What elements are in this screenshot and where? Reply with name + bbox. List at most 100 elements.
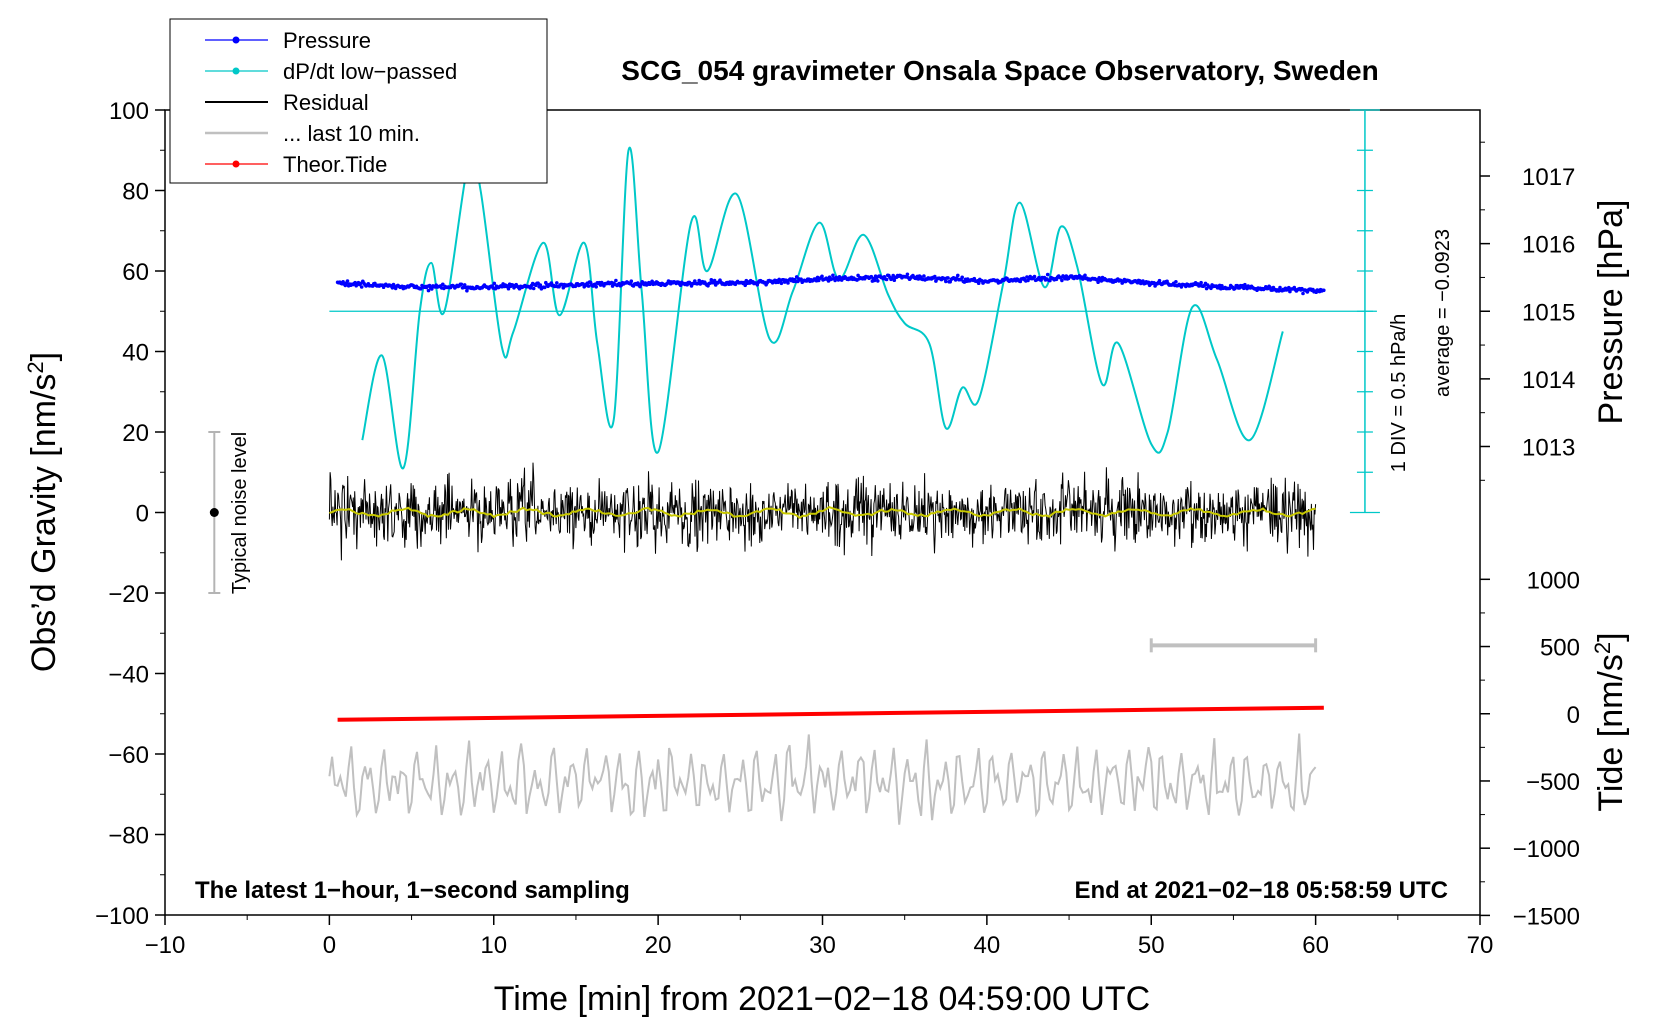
pressure-series bbox=[335, 272, 1326, 296]
pressure-point bbox=[779, 281, 784, 286]
pressure-point bbox=[594, 285, 598, 289]
pressure-point bbox=[345, 279, 350, 283]
pressure-point bbox=[555, 281, 559, 285]
y-tick-label: −40 bbox=[108, 662, 149, 689]
pressure-point bbox=[709, 278, 714, 282]
pressure-point bbox=[956, 273, 960, 278]
pressure-point bbox=[1278, 285, 1282, 290]
pressure-tick-label: 1015 bbox=[1522, 299, 1575, 326]
y-axis-label-left-sup: 2 bbox=[23, 361, 48, 373]
dpdt-average-label: average = −0.0923 bbox=[1432, 229, 1454, 397]
y-axis-ticks: 100 80 60 40 20 0 −20 −40 −60 −80 −100 bbox=[95, 98, 165, 930]
pressure-tick-label: 1016 bbox=[1522, 232, 1575, 259]
residual-line bbox=[328, 462, 1317, 561]
pressure-tick-label: 1017 bbox=[1522, 164, 1575, 191]
x-tick-label: 40 bbox=[974, 932, 1001, 959]
dpdt-line bbox=[361, 146, 1284, 470]
pressure-axis-label: Pressure [hPa] bbox=[1592, 200, 1630, 425]
pressure-point bbox=[905, 272, 910, 277]
tide-tick-label: −1000 bbox=[1513, 836, 1580, 863]
noise-level-bar bbox=[208, 431, 221, 594]
ten-minute-bar bbox=[1149, 638, 1318, 653]
y-tick-label: 100 bbox=[109, 98, 149, 125]
tide-tick-label: 1000 bbox=[1527, 567, 1580, 594]
y-tick-label: 0 bbox=[136, 501, 149, 528]
tide-axis-label-sup: 2 bbox=[1590, 642, 1615, 654]
y-tick-label: 60 bbox=[122, 259, 149, 286]
tide-axis-label-end: ] bbox=[1592, 632, 1630, 641]
y-tick-label: −60 bbox=[108, 742, 149, 769]
pressure-point bbox=[1048, 278, 1052, 283]
x-tick-label: 60 bbox=[1302, 932, 1329, 959]
pressure-point bbox=[922, 274, 926, 278]
y-tick-label: 40 bbox=[122, 340, 149, 367]
pressure-point bbox=[960, 275, 964, 280]
pressure-point bbox=[614, 278, 618, 283]
pressure-point bbox=[1157, 278, 1162, 283]
theor-tide-line bbox=[337, 705, 1324, 722]
pressure-point bbox=[1096, 280, 1100, 285]
sampling-note: The latest 1−hour, 1−second sampling bbox=[195, 877, 630, 904]
pressure-axis-ticks: 1017 1016 1015 1014 1013 bbox=[1480, 141, 1575, 481]
pressure-point bbox=[629, 279, 634, 284]
tide-tick-label: −1500 bbox=[1513, 903, 1580, 930]
y-tick-label: 20 bbox=[122, 420, 149, 447]
pressure-point bbox=[1045, 272, 1050, 277]
y-tick-label: 80 bbox=[122, 179, 149, 206]
tide-axis-ticks: 1000 500 0 −500 −1000 −1500 bbox=[1480, 567, 1580, 930]
pressure-point bbox=[359, 285, 364, 289]
dpdt-series bbox=[361, 146, 1284, 470]
tide-axis-label-main: Tide [nm/s bbox=[1592, 654, 1630, 811]
theor-tide-series bbox=[337, 705, 1324, 722]
pressure-point bbox=[465, 288, 469, 293]
pressure-point bbox=[933, 274, 937, 279]
pressure-point bbox=[542, 285, 547, 290]
pressure-point bbox=[872, 278, 877, 283]
pressure-point bbox=[1060, 278, 1064, 283]
tide-tick-label: −500 bbox=[1526, 769, 1580, 796]
pressure-point bbox=[1301, 291, 1305, 296]
x-tick-label: 10 bbox=[480, 932, 507, 959]
legend-last10-label: ... last 10 min. bbox=[283, 121, 420, 146]
y-tick-label: −20 bbox=[108, 581, 149, 608]
x-axis-label: Time [min] from 2021−02−18 04:59:00 UTC bbox=[494, 980, 1150, 1018]
y-axis-label-left: Obs’d Gravity [nm/s2] bbox=[23, 352, 63, 672]
pressure-point bbox=[459, 282, 464, 287]
pressure-point bbox=[430, 287, 434, 291]
pressure-point bbox=[1064, 274, 1069, 278]
y-axis-label-left-end: ] bbox=[25, 352, 63, 361]
pressure-point bbox=[1083, 273, 1087, 278]
y-tick-label: −80 bbox=[108, 823, 149, 850]
noise-level-label: Typical noise level bbox=[229, 432, 251, 594]
pressure-point bbox=[492, 281, 497, 286]
pressure-point bbox=[976, 281, 981, 286]
residual-series bbox=[328, 462, 1317, 561]
pressure-tick-label: 1014 bbox=[1522, 367, 1575, 394]
pressure-point bbox=[538, 283, 543, 287]
legend-tide-marker bbox=[232, 160, 240, 168]
pressure-point bbox=[820, 274, 824, 279]
x-tick-label: 20 bbox=[645, 932, 672, 959]
noise-bar-center bbox=[209, 508, 219, 517]
chart-title: SCG_054 gravimeter Onsala Space Observat… bbox=[621, 55, 1378, 86]
y-axis-label-left-main: Obs’d Gravity [nm/s bbox=[25, 374, 63, 673]
x-axis-ticks: −10 0 10 20 30 40 50 60 70 bbox=[145, 915, 1493, 959]
x-tick-label: 30 bbox=[809, 932, 836, 959]
legend-dpdt-label: dP/dt low−passed bbox=[283, 59, 457, 84]
pressure-point bbox=[876, 279, 880, 283]
x-tick-label: 0 bbox=[323, 932, 336, 959]
last-10-min-line bbox=[328, 733, 1317, 825]
pressure-point bbox=[1032, 274, 1037, 279]
tide-tick-label: 0 bbox=[1567, 702, 1580, 729]
pressure-point bbox=[831, 273, 835, 278]
last-10-min-series bbox=[328, 733, 1317, 825]
end-time-note: End at 2021−02−18 05:58:59 UTC bbox=[1074, 877, 1448, 904]
pressure-point bbox=[426, 288, 431, 293]
legend-residual-label: Residual bbox=[283, 90, 369, 115]
pressure-point bbox=[856, 273, 860, 278]
pressure-point bbox=[1174, 280, 1178, 284]
legend-tide-label: Theor.Tide bbox=[283, 152, 387, 177]
pressure-point bbox=[786, 281, 790, 285]
legend-pressure-marker bbox=[232, 36, 240, 44]
